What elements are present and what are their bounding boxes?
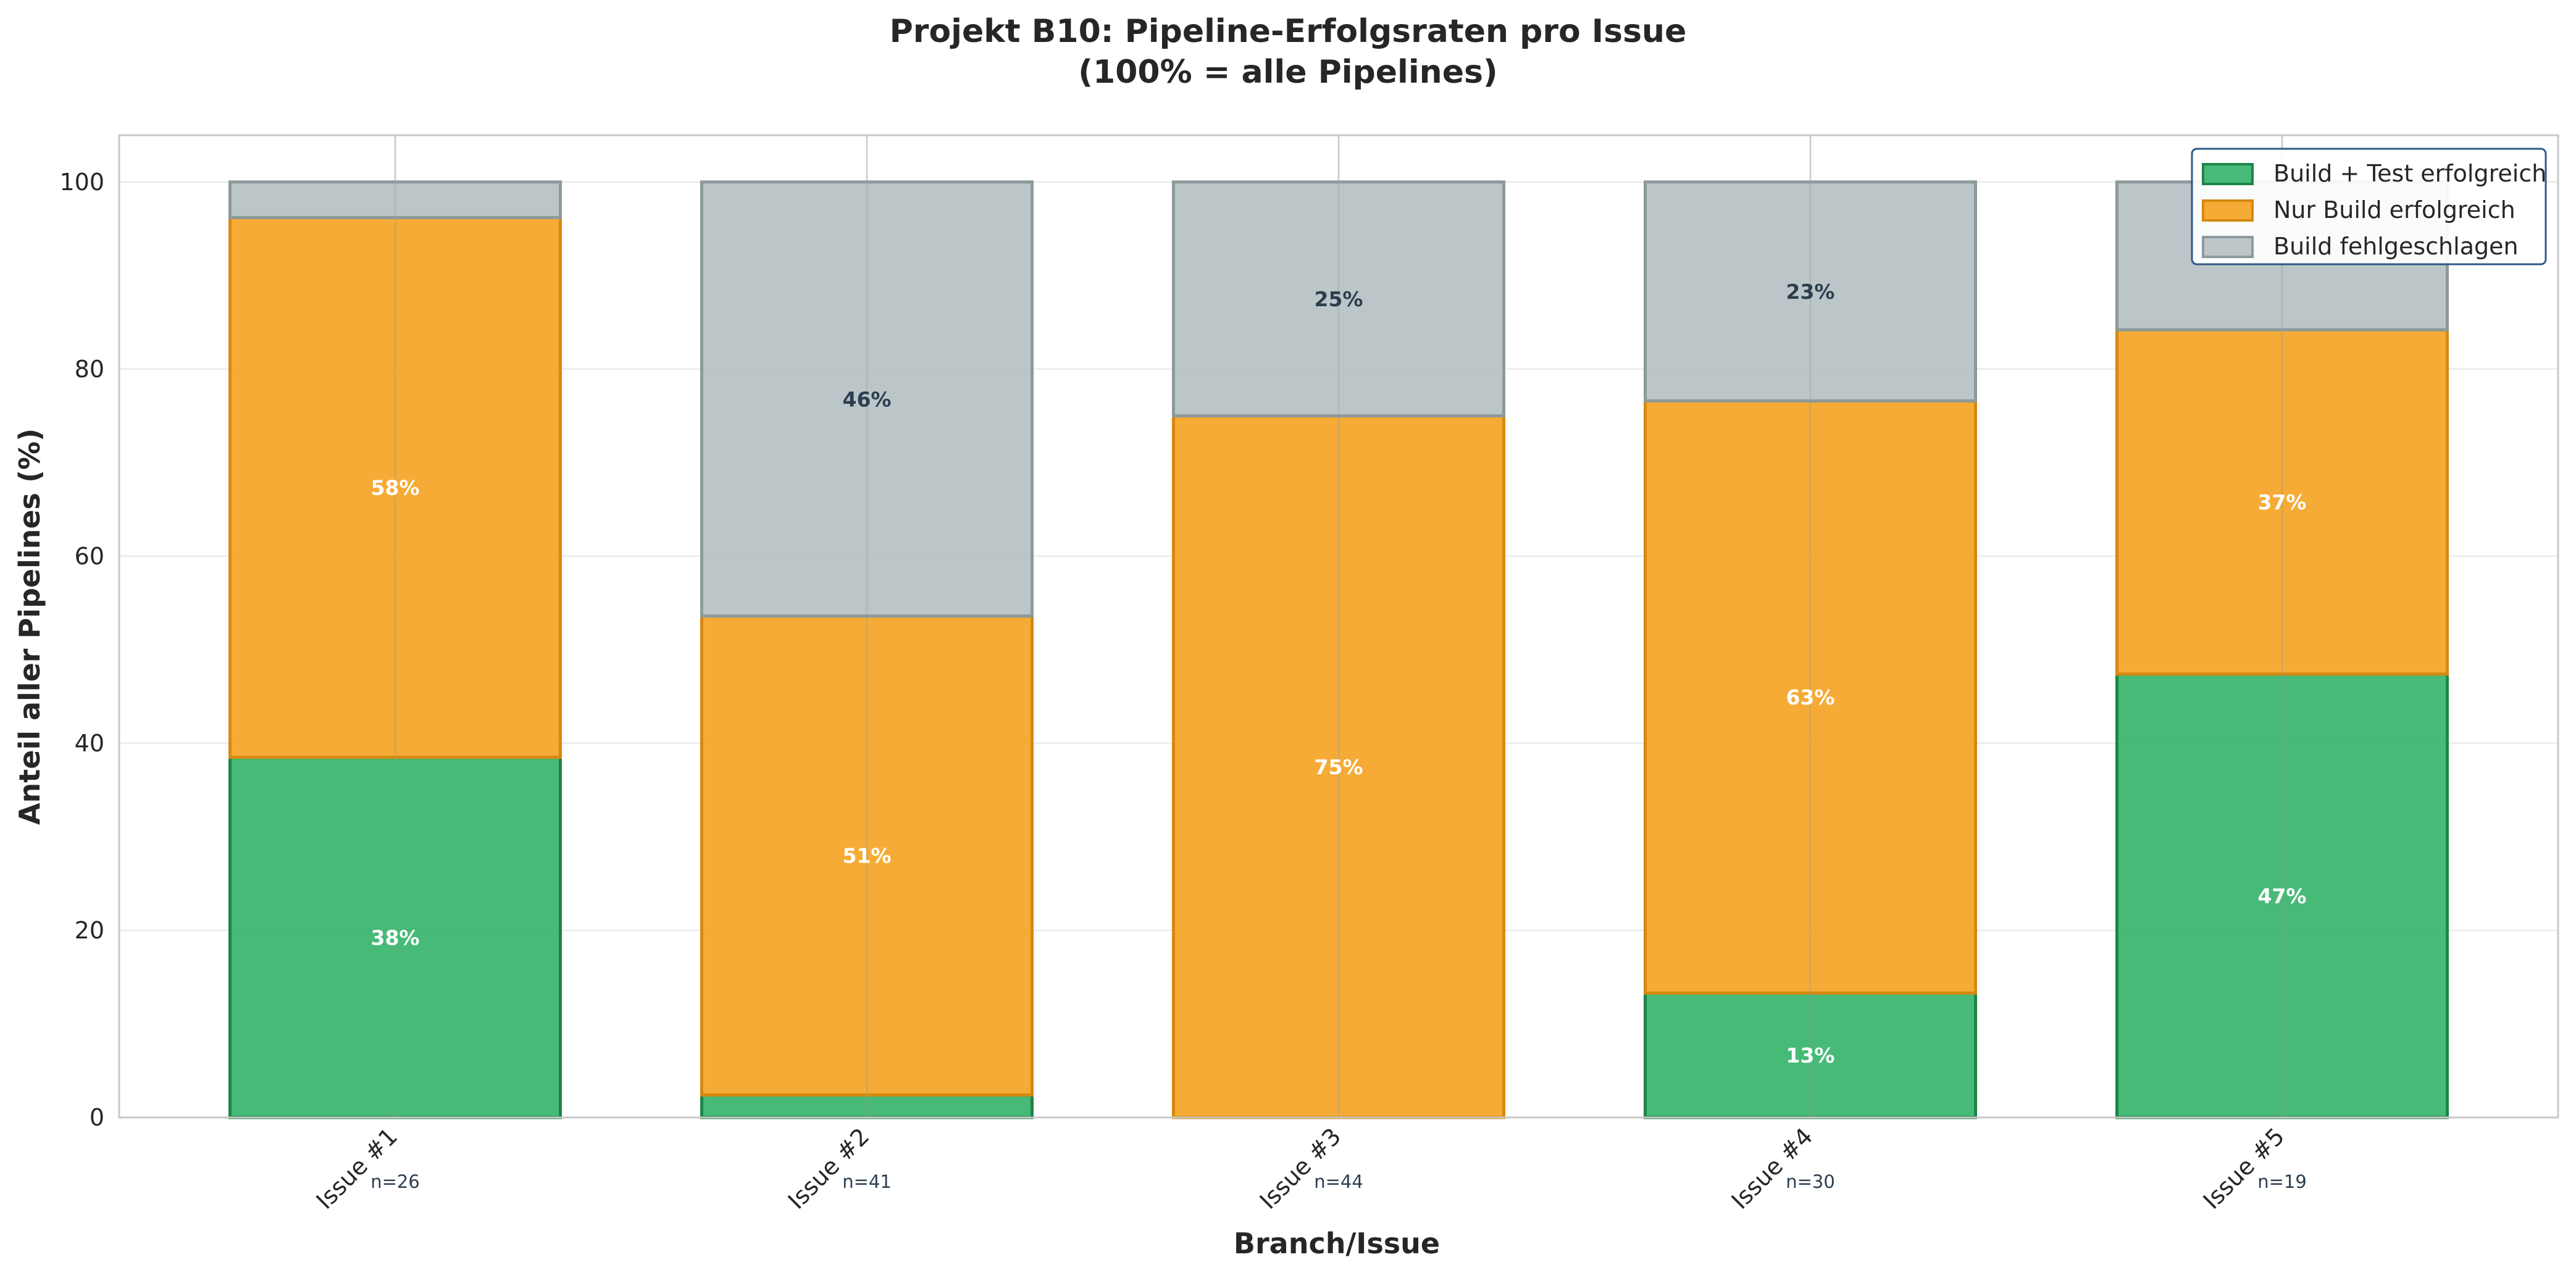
bar-value-label: 38% <box>371 925 420 950</box>
bar-segment <box>700 1093 1034 1119</box>
chart-title-line1: Projekt B10: Pipeline-Erfolgsraten pro I… <box>890 13 1687 50</box>
bars <box>228 180 2449 1119</box>
x-tick-label: Issue #4 <box>1726 1122 1818 1214</box>
bar-value-label: 13% <box>1786 1043 1835 1067</box>
y-tick-label: 80 <box>75 356 104 383</box>
legend-box <box>2191 148 2547 265</box>
bar-value-label: 51% <box>843 844 892 868</box>
bar-segment <box>1644 180 1977 403</box>
x-axis-ticks: Issue #1n=26 Issue #2n=41 Issue #3n=44 Issu… <box>311 1122 2307 1214</box>
bar-value-label: 58% <box>371 475 420 499</box>
chart-title-line2: (100% = alle Pipelines) <box>1078 54 1497 91</box>
bar-segment <box>2115 672 2449 1119</box>
bar-value-label: 47% <box>2258 884 2307 908</box>
sample-size-label: n=30 <box>1786 1171 1835 1192</box>
bar-segment <box>1172 180 1505 418</box>
legend-swatch <box>2202 199 2254 222</box>
sample-size-label: n=41 <box>842 1171 892 1192</box>
legend-swatch <box>2202 163 2254 185</box>
sample-size-label: n=44 <box>1314 1171 1363 1192</box>
bar-segment <box>2115 328 2449 676</box>
bar-value-label: 75% <box>1315 755 1363 779</box>
legend-swatch <box>2202 236 2254 258</box>
y-tick-label: 20 <box>75 917 104 944</box>
x-tick-label: Issue #2 <box>783 1122 875 1214</box>
bar-segment <box>700 180 1034 618</box>
bar-value-label: 37% <box>2258 490 2307 514</box>
x-tick-label: Issue #5 <box>2198 1122 2290 1214</box>
bar-segment <box>228 215 562 759</box>
bar-segment <box>1644 399 1977 995</box>
y-tick-label: 0 <box>90 1104 104 1131</box>
bar-value-label: 23% <box>1786 280 1835 304</box>
bar-segment <box>1644 991 1977 1119</box>
bar-segment <box>700 614 1034 1097</box>
y-axis-label: Anteil aller Pipelines (%) <box>13 428 46 825</box>
y-tick-label: 60 <box>75 543 104 570</box>
plot-frame <box>118 134 2559 1119</box>
bar-segment <box>228 756 562 1119</box>
bar-value-label: 25% <box>1315 287 1363 311</box>
x-tick-label: Issue #1 <box>311 1122 403 1214</box>
bar-value-label: 46% <box>843 387 892 411</box>
bar-labels: 38% 58% 51% 46% 75% 25% 13% 63% 23% 47% 37% <box>371 280 2307 1067</box>
legend-entry: Build fehlgeschlagen <box>2273 233 2519 260</box>
x-axis-label: Branch/Issue <box>1234 1227 1440 1260</box>
legend-entry: Nur Build erfolgreich <box>2273 196 2515 223</box>
legend-entry: Build + Test erfolgreich <box>2273 160 2546 187</box>
sample-size-label: n=19 <box>2257 1171 2307 1192</box>
bar-value-label: 63% <box>1786 685 1835 709</box>
y-tick-label: 40 <box>75 730 104 757</box>
grid-vertical-overlay <box>394 135 2283 1117</box>
sample-size-label: n=26 <box>370 1171 420 1192</box>
y-tick-label: 100 <box>59 169 104 196</box>
x-tick-label: Issue #3 <box>1255 1122 1347 1214</box>
bar-segment <box>228 180 562 219</box>
bar-segment <box>1172 414 1505 1119</box>
y-axis-ticks: 0 20 40 60 80 100 <box>59 169 104 1131</box>
legend: Build + Test erfolgreich Nur Build erfolg… <box>2191 148 2547 265</box>
